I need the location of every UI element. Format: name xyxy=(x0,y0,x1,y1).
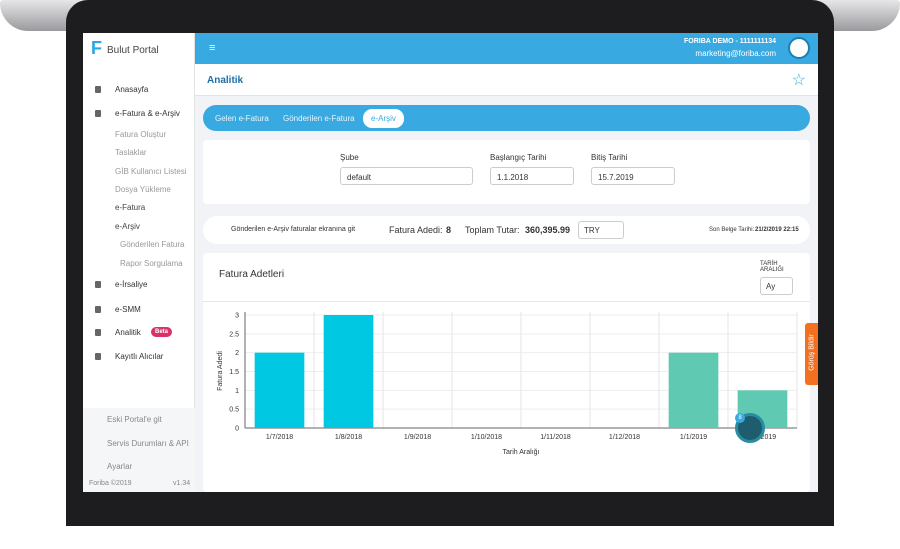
y-tick-label: 0.5 xyxy=(229,407,239,414)
summary-card: Gönderilen e-Arşiv faturalar ekranına gi… xyxy=(203,216,810,244)
last-date: 21/2/2019 22:15 xyxy=(755,227,799,233)
x-tick-label: 1/8/2018 xyxy=(335,434,362,441)
select[interactable]: default xyxy=(340,167,473,185)
menu-icon xyxy=(95,281,101,288)
sidebar: F Bulut Portal Anasayfa e-Fatura & e-Arşi… xyxy=(83,33,195,492)
total: 360,395.99 xyxy=(525,225,571,235)
menu-icon xyxy=(95,86,101,93)
filter-label: Başlangıç Tarihi xyxy=(490,153,547,162)
count-label: Fatura Adedi: xyxy=(389,225,443,235)
menu-icon xyxy=(95,306,101,313)
bar xyxy=(668,352,719,428)
card-title: Fatura Adetleri xyxy=(219,269,285,280)
email: marketing@foriba.com xyxy=(695,49,776,58)
copyright: Foriba ©2019 xyxy=(89,480,132,487)
feedback-tab[interactable]: Görüş Bildir xyxy=(805,323,818,385)
y-tick-label: 2 xyxy=(235,350,239,357)
date-input[interactable]: 15.7.2019 xyxy=(591,167,675,185)
y-tick-label: 1.5 xyxy=(229,369,239,376)
tabs: Gelen e-Fatura Gönderilen e-Fatura e-Arş… xyxy=(203,105,810,131)
filter-label: Bitiş Tarihi xyxy=(591,153,628,162)
screen: F Bulut Portal Anasayfa e-Fatura & e-Arşi… xyxy=(83,33,818,492)
last-label: Son Belge Tarihi: xyxy=(709,227,755,233)
footer-link[interactable]: Ayarlar xyxy=(107,462,133,471)
x-tick-label: 1/12/2018 xyxy=(609,434,640,441)
menu-item[interactable]: Analitik xyxy=(115,328,141,337)
date-input[interactable]: 1.1.2018 xyxy=(490,167,574,185)
title-bar: Analitik ☆ xyxy=(195,64,818,96)
menu-item[interactable]: Anasayfa xyxy=(115,85,149,94)
range-label: TARİH ARALIĞI xyxy=(760,261,784,273)
menu-icon xyxy=(95,110,101,117)
avatar[interactable] xyxy=(788,37,810,59)
menu-icon xyxy=(95,329,101,336)
favorite-star[interactable]: ☆ xyxy=(791,72,806,89)
menu: Anasayfa e-Fatura & e-Arşiv Fatura Oluştur… xyxy=(83,33,195,413)
tab[interactable]: Gelen e-Fatura xyxy=(215,114,269,123)
x-tick-label: 1/11/2018 xyxy=(540,434,571,441)
x-axis-title: Tarih Aralığı xyxy=(503,449,540,456)
menu-item[interactable]: GİB Kullanıcı Listesi xyxy=(115,167,187,176)
menu-item[interactable]: Gönderilen Fatura xyxy=(120,240,185,249)
x-tick-label: 1/1/2019 xyxy=(680,434,707,441)
range-select[interactable]: Ay xyxy=(760,277,793,295)
beta-badge: Beta xyxy=(151,327,173,337)
y-tick-label: 1 xyxy=(235,388,239,395)
menu-item[interactable]: e-İrsaliye xyxy=(115,280,148,289)
count: 8 xyxy=(446,225,452,235)
menu-icon xyxy=(95,353,101,360)
menu-toggle[interactable]: ≡ xyxy=(209,42,216,54)
y-tick-label: 2.5 xyxy=(229,331,239,338)
footer-link[interactable]: Servis Durumları & API xyxy=(107,439,189,448)
menu-item[interactable]: e-SMM xyxy=(115,305,141,314)
menu-item[interactable]: e-Arşiv xyxy=(115,222,140,231)
sidebar-footer: Eski Portal'e git Servis Durumları & API… xyxy=(83,408,195,492)
filter-label: Şube xyxy=(340,153,359,162)
x-tick-label: 1/9/2018 xyxy=(404,434,431,441)
menu-item[interactable]: Dosya Yükleme xyxy=(115,185,171,194)
menu-item[interactable]: Rapor Sorgulama xyxy=(120,259,183,268)
total-label: Toplam Tutar: xyxy=(465,225,520,235)
menu-item[interactable]: Taslaklar xyxy=(115,148,147,157)
menu-item[interactable]: e-Fatura xyxy=(115,203,146,212)
menu-item[interactable]: e-Fatura & e-Arşiv xyxy=(115,109,180,118)
page-title: Analitik xyxy=(207,75,244,86)
x-tick-label: 1/7/2018 xyxy=(266,434,293,441)
menu-item[interactable]: Fatura Oluştur xyxy=(115,130,167,139)
notification-badge: 8 xyxy=(735,413,745,423)
y-axis-title: Fatura Adedi xyxy=(217,351,224,391)
divider xyxy=(203,301,810,302)
footer-link[interactable]: Eski Portal'e git xyxy=(107,415,162,424)
summary-link[interactable]: Gönderilen e-Arşiv faturalar ekranına gi… xyxy=(231,226,356,233)
currency-select[interactable]: TRY xyxy=(578,221,624,239)
menu-item[interactable]: Kayıtlı Alıcılar xyxy=(115,352,164,361)
tab[interactable]: Gönderilen e-Fatura xyxy=(283,114,355,123)
topbar: ≡ FORIBA DEMO - 1111111134 marketing@for… xyxy=(195,33,818,64)
y-tick-label: 3 xyxy=(235,313,239,320)
logo: F xyxy=(91,38,102,58)
version: v1.34 xyxy=(173,480,191,487)
bar xyxy=(254,352,305,428)
bar xyxy=(323,315,374,428)
brand: Bulut Portal xyxy=(107,45,159,56)
y-tick-label: 0 xyxy=(235,426,239,433)
company: FORIBA DEMO - 1111111134 xyxy=(684,38,776,45)
filter-card: Şube default Başlangıç Tarihi 1.1.2018 B… xyxy=(203,140,810,204)
tab-active[interactable]: e-Arşiv xyxy=(363,109,404,128)
x-tick-label: 1/2/2019 xyxy=(749,434,776,441)
x-tick-label: 1/10/2018 xyxy=(471,434,502,441)
